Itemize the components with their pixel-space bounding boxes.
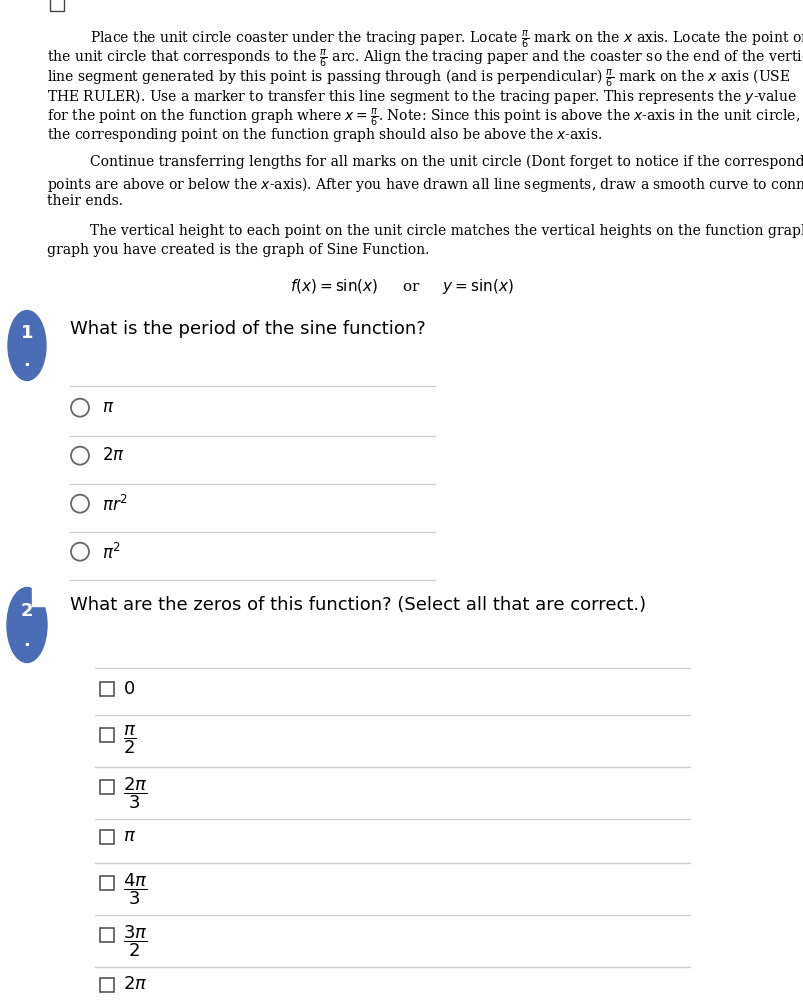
Text: $\pi$: $\pi$ bbox=[102, 398, 114, 415]
Text: points are above or below the $x$-axis). After you have drawn all line segments,: points are above or below the $x$-axis).… bbox=[47, 175, 803, 194]
Text: What are the zeros of this function? (Select all that are correct.): What are the zeros of this function? (Se… bbox=[70, 596, 646, 614]
Text: $2\pi$: $2\pi$ bbox=[123, 975, 147, 993]
Text: line segment generated by this point is passing through (and is perpendicular) $: line segment generated by this point is … bbox=[47, 67, 789, 88]
Text: $\pi^2$: $\pi^2$ bbox=[102, 542, 121, 562]
Text: What is the period of the sine function?: What is the period of the sine function? bbox=[70, 319, 426, 337]
Ellipse shape bbox=[7, 588, 47, 663]
Bar bbox=[50, 0, 64, 12]
Bar bbox=[32, 586, 54, 606]
Text: $\pi r^2$: $\pi r^2$ bbox=[102, 494, 128, 515]
Text: the unit circle that corresponds to the $\frac{\pi}{6}$ arc. Align the tracing p: the unit circle that corresponds to the … bbox=[47, 47, 803, 69]
Text: Place the unit circle coaster under the tracing paper. Locate $\frac{\pi}{6}$ ma: Place the unit circle coaster under the … bbox=[90, 28, 803, 50]
Bar bbox=[100, 928, 114, 942]
Text: 1: 1 bbox=[21, 324, 33, 342]
Text: $0$: $0$ bbox=[123, 679, 135, 697]
Text: $\dfrac{3\pi}{2}$: $\dfrac{3\pi}{2}$ bbox=[123, 923, 147, 958]
Text: their ends.: their ends. bbox=[47, 194, 123, 208]
Bar bbox=[100, 779, 114, 793]
Text: the corresponding point on the function graph should also be above the $x$-axis.: the corresponding point on the function … bbox=[47, 125, 601, 143]
Text: $\pi$: $\pi$ bbox=[123, 826, 136, 845]
Text: THE RULER). Use a marker to transfer this line segment to the tracing paper. Thi: THE RULER). Use a marker to transfer thi… bbox=[47, 86, 796, 105]
Bar bbox=[100, 728, 114, 742]
Text: .: . bbox=[23, 632, 31, 650]
Ellipse shape bbox=[8, 311, 46, 381]
Bar bbox=[100, 876, 114, 890]
Text: .: . bbox=[23, 352, 31, 370]
Text: Continue transferring lengths for all marks on the unit circle (Dont forget to n: Continue transferring lengths for all ma… bbox=[90, 154, 803, 170]
Text: $\dfrac{4\pi}{3}$: $\dfrac{4\pi}{3}$ bbox=[123, 871, 147, 907]
Text: graph you have created is the graph of Sine Function.: graph you have created is the graph of S… bbox=[47, 243, 429, 257]
Text: for the point on the function graph where $x = \frac{\pi}{6}$. Note: Since this : for the point on the function graph wher… bbox=[47, 106, 799, 127]
Text: $\dfrac{2\pi}{3}$: $\dfrac{2\pi}{3}$ bbox=[123, 774, 147, 810]
Text: 2: 2 bbox=[21, 601, 33, 619]
Text: $f(x) = \sin(x)$     or     $y = \sin(x)$: $f(x) = \sin(x)$ or $y = \sin(x)$ bbox=[290, 276, 513, 295]
Text: $2\pi$: $2\pi$ bbox=[102, 446, 124, 463]
Bar bbox=[100, 829, 114, 844]
Text: The vertical height to each point on the unit circle matches the vertical height: The vertical height to each point on the… bbox=[90, 224, 803, 238]
Text: $\dfrac{\pi}{2}$: $\dfrac{\pi}{2}$ bbox=[123, 723, 137, 755]
Bar bbox=[100, 682, 114, 696]
Bar bbox=[100, 978, 114, 992]
